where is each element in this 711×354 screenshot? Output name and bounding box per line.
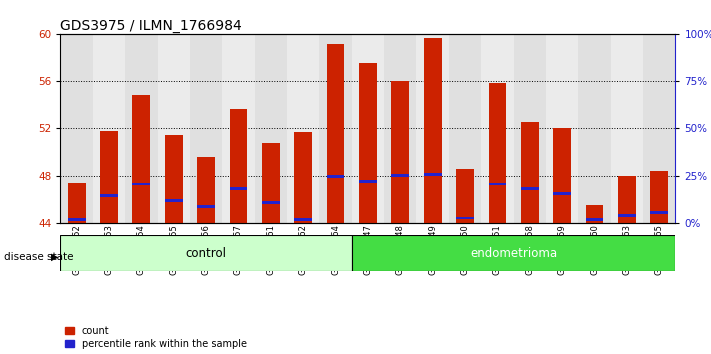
Bar <box>643 34 675 223</box>
Bar <box>586 218 604 221</box>
Bar <box>651 171 668 223</box>
Bar <box>223 34 255 223</box>
Bar <box>488 83 506 223</box>
Bar <box>392 81 410 223</box>
Bar <box>132 183 150 185</box>
Bar <box>546 34 578 223</box>
Bar <box>352 34 384 223</box>
Bar <box>125 34 158 223</box>
Bar <box>326 176 344 178</box>
Bar <box>611 34 643 223</box>
Bar <box>651 211 668 213</box>
Bar <box>230 109 247 223</box>
Bar <box>359 63 377 223</box>
Bar <box>326 44 344 223</box>
Bar <box>392 174 410 177</box>
Bar <box>197 157 215 223</box>
Bar <box>60 235 352 271</box>
Bar <box>60 34 93 223</box>
Bar <box>352 235 675 271</box>
Bar <box>481 34 513 223</box>
Text: endometrioma: endometrioma <box>470 247 557 259</box>
Bar <box>68 183 85 223</box>
Bar <box>165 199 183 202</box>
Bar <box>255 34 287 223</box>
Bar <box>93 34 125 223</box>
Text: GDS3975 / ILMN_1766984: GDS3975 / ILMN_1766984 <box>60 19 242 33</box>
Bar <box>68 218 85 221</box>
Bar <box>262 143 279 223</box>
Bar <box>100 194 118 197</box>
Bar <box>158 34 190 223</box>
Text: control: control <box>186 247 227 259</box>
Bar <box>262 201 279 204</box>
Bar <box>319 34 352 223</box>
Bar <box>618 176 636 223</box>
Bar <box>553 128 571 223</box>
Bar <box>513 34 546 223</box>
Bar <box>294 218 312 221</box>
Bar <box>230 187 247 190</box>
Bar <box>456 169 474 223</box>
Bar <box>294 132 312 223</box>
Legend: count, percentile rank within the sample: count, percentile rank within the sample <box>65 326 247 349</box>
Bar <box>100 131 118 223</box>
Bar <box>586 205 604 223</box>
Bar <box>449 34 481 223</box>
Bar <box>287 34 319 223</box>
Bar <box>417 34 449 223</box>
Bar <box>384 34 417 223</box>
Bar <box>424 38 442 223</box>
Bar <box>197 205 215 208</box>
Bar <box>165 136 183 223</box>
Bar <box>521 122 539 223</box>
Bar <box>618 215 636 217</box>
Bar <box>456 217 474 219</box>
Bar <box>424 173 442 176</box>
Bar <box>359 180 377 183</box>
Bar <box>553 192 571 195</box>
Bar <box>132 95 150 223</box>
Text: ▶: ▶ <box>51 252 59 262</box>
Bar <box>578 34 611 223</box>
Bar <box>488 183 506 185</box>
Text: disease state: disease state <box>4 252 73 262</box>
Bar <box>190 34 223 223</box>
Bar <box>521 187 539 190</box>
